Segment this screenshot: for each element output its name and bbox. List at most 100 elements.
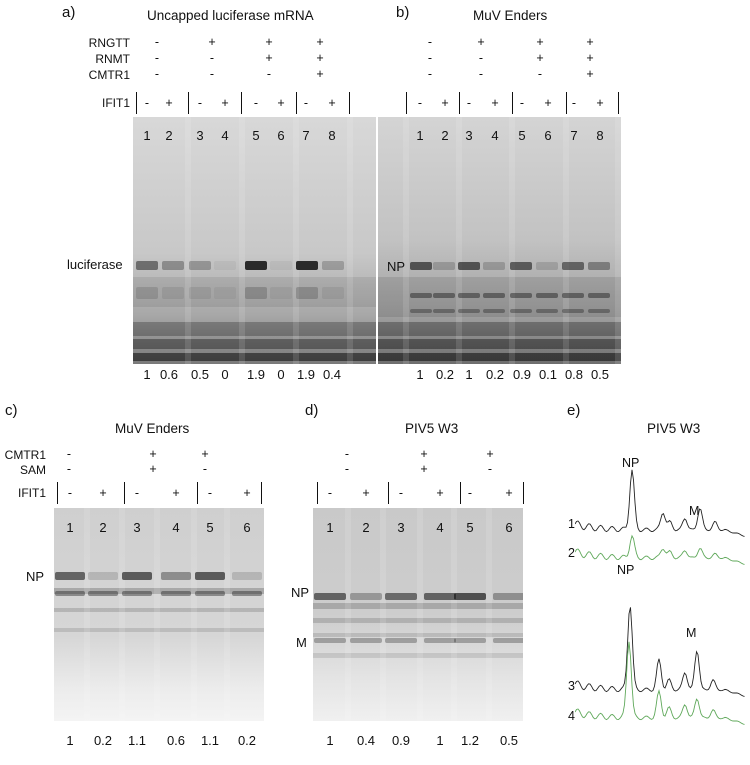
- panel-a-band-luciferase: luciferase: [67, 257, 123, 272]
- trace-row-label-3: 3: [568, 679, 575, 693]
- gel-band-1-lane-6: [270, 261, 292, 270]
- gel-band-1-lane-6: [493, 593, 523, 600]
- panel-b-lane-number-3: 3: [465, 128, 473, 143]
- panel-a-symbol-pair1-row1: -: [154, 35, 160, 49]
- panel-d-title: PIV5 W3: [405, 421, 459, 436]
- panel-c-row-cmtr1: CMTR1: [4, 448, 46, 462]
- panel-b-symbol-pair1-row3: -: [427, 67, 433, 81]
- panel-b-lane-number-7: 7: [570, 128, 578, 143]
- gel-lane-gap-5: [224, 508, 230, 721]
- gel-smear-1: [54, 588, 264, 594]
- gel-band-2-lane-7: [296, 287, 318, 299]
- panel-c-lane-divider-1: [57, 482, 59, 504]
- panel-c-label: c): [5, 402, 18, 419]
- gel-band-1-lane-3: [122, 572, 152, 580]
- panel-c-ifit1-symbol-6: +: [243, 486, 251, 500]
- panel-d-lane-number-4: 4: [436, 520, 444, 535]
- gel-band-1-lane-3: [189, 261, 211, 270]
- gel-band-1-lane-4: [214, 261, 236, 270]
- gel-lane-gap-3: [417, 508, 423, 721]
- panel-a-label: a): [62, 4, 76, 21]
- panel-d-lane-divider-4: [523, 482, 525, 504]
- panel-b-ifit1-symbol-3: -: [466, 96, 472, 110]
- panel-b-symbol-pair4-row2: +: [586, 51, 594, 65]
- gel-smear-1: [378, 277, 621, 317]
- panel-d-ifit1-symbol-1: -: [327, 486, 333, 500]
- densitometry-trace-2: [574, 534, 745, 565]
- panel-a-lane-number-8: 8: [328, 128, 336, 143]
- gel-band-1-lane-4: [424, 593, 456, 600]
- panel-a-symbol-pair1-row2: -: [154, 51, 160, 65]
- gel-smear-2: [54, 608, 264, 612]
- panel-a-quant-3: 0.5: [190, 367, 210, 382]
- panel-c-lane-number-1: 1: [66, 520, 74, 535]
- gel-band-1-lane-5: [510, 262, 532, 270]
- panel-b-quant-1: 1: [416, 367, 424, 382]
- gel-band-2-lane-3: [189, 287, 211, 299]
- gel-lane-gap-5: [615, 117, 621, 364]
- gel-smear-2: [313, 618, 523, 623]
- panel-d-lane-divider-2: [388, 482, 390, 504]
- panel-a-lane-number-5: 5: [252, 128, 260, 143]
- panel-a-quant-7: 1.9: [296, 367, 316, 382]
- panel-a-quant-5: 1.9: [246, 367, 266, 382]
- panel-d-lane-divider-3: [460, 482, 462, 504]
- gel-band-1-lane-2: [350, 593, 382, 600]
- panel-a-quant-8: 0.4: [322, 367, 342, 382]
- trace-row-label-1: 1: [568, 517, 575, 531]
- gel-band-3-lane-8: [588, 309, 610, 313]
- gel-band-3-lane-1: [410, 309, 432, 313]
- densitometry-trace-3: [574, 607, 745, 697]
- panel-a-row-rngtt: RNGTT: [88, 36, 130, 50]
- panel-d-symbol-pair2-row2: +: [420, 462, 428, 476]
- panel-a-ifit1-symbol-8: +: [328, 96, 336, 110]
- panel-b-quant-4: 0.2: [485, 367, 505, 382]
- panel-a-lane-number-7: 7: [302, 128, 310, 143]
- gel-band-2-lane-5: [245, 287, 267, 299]
- gel-band-2-lane-3: [458, 293, 480, 298]
- gel-band-2-lane-1: [410, 293, 432, 298]
- gel-band-3-lane-6: [536, 309, 558, 313]
- panel-d-ifit1-symbol-6: +: [505, 486, 513, 500]
- panel-e-densitometry: [574, 440, 750, 760]
- panel-a-quant-2: 0.6: [159, 367, 179, 382]
- panel-d-ifit1-symbol-4: +: [436, 486, 444, 500]
- gel-band-2-lane-6: [493, 638, 523, 643]
- gel-band-2-lane-6: [270, 287, 292, 299]
- panel-a-symbol-pair3-row2: +: [265, 51, 273, 65]
- panel-e-label: e): [567, 402, 581, 419]
- gel-smear-4: [133, 353, 376, 361]
- panel-d-symbol-pair1-row2: -: [344, 462, 350, 476]
- panel-d-ifit1-symbol-5: -: [467, 486, 473, 500]
- panel-d-quant-3: 0.9: [391, 733, 411, 748]
- gel-lane-gap-3: [154, 508, 160, 721]
- panel-b-ifit1-symbol-5: -: [519, 96, 525, 110]
- panel-a-quant-4: 0: [221, 367, 229, 382]
- panel-d-band-np: NP: [291, 585, 310, 600]
- gel-lane-gap-1: [84, 508, 90, 721]
- panel-a-quant-1: 1: [143, 367, 151, 382]
- gel-smear-3: [378, 339, 621, 349]
- panel-a-lane-number-6: 6: [277, 128, 285, 143]
- gel-band-3-lane-3: [458, 309, 480, 313]
- panel-c-quant-3: 1.1: [127, 733, 147, 748]
- panel-c-quant-1: 1: [66, 733, 74, 748]
- panel-a-ifit1-symbol-3: -: [197, 96, 203, 110]
- gel-band-1-lane-7: [296, 261, 318, 270]
- panel-b-quant-2: 0.2: [435, 367, 455, 382]
- gel-smear-4: [378, 353, 621, 361]
- panel-c-lane-number-4: 4: [172, 520, 180, 535]
- panel-b-quant-5: 0.9: [512, 367, 532, 382]
- gel-smear-1: [133, 277, 376, 307]
- panel-d-symbol-pair3-row2: -: [487, 462, 493, 476]
- gel-band-2-lane-3: [385, 638, 417, 643]
- panel-c-lane-number-2: 2: [99, 520, 107, 535]
- panel-d-symbol-pair3-row1: +: [486, 447, 494, 461]
- gel-band-1-lane-8: [322, 261, 344, 270]
- gel-band-2-lane-1: [314, 638, 346, 643]
- panel-d-quant-6: 0.5: [499, 733, 519, 748]
- panel-b-lane-number-6: 6: [544, 128, 552, 143]
- panel-b-symbol-pair2-row1: +: [477, 35, 485, 49]
- panel-d-quant-5: 1.2: [460, 733, 480, 748]
- gel-band-2-lane-6: [536, 293, 558, 298]
